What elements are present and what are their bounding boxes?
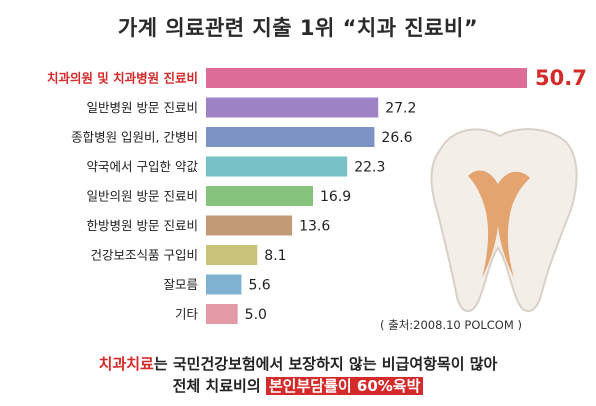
bar <box>206 274 242 295</box>
bar <box>206 156 348 177</box>
category-label: 잘모름 <box>163 277 198 292</box>
value-label: 26.6 <box>381 130 412 146</box>
footnote-prefix: 전체 치료비의 <box>172 377 266 395</box>
category-label: 종합병원 입원비, 간병비 <box>71 130 198 145</box>
chart-title: 가계 의료관련 지출 1위 “치과 진료비” <box>117 16 479 40</box>
value-label: 22.3 <box>354 160 385 176</box>
category-label: 건강보조식품 구입비 <box>91 248 198 263</box>
bar <box>206 127 375 147</box>
category-label: 한방병원 방문 진료비 <box>87 218 198 233</box>
source-note: ( 출처:2008.10 POLCOM ) <box>380 318 522 332</box>
value-label: 16.9 <box>320 189 351 205</box>
category-label: 기타 <box>175 307 199 322</box>
value-label: 5.6 <box>248 278 270 294</box>
value-label: 13.6 <box>299 219 330 235</box>
footnote-text: 는 국민건강보험에서 보장하지 않는 비급여항목이 많아 <box>153 355 498 373</box>
bar <box>206 245 258 265</box>
footnote-line-1: 치과치료는 국민건강보험에서 보장하지 않는 비급여항목이 많아 <box>0 353 596 374</box>
footnote-highlight-text: 치과치료 <box>98 355 154 373</box>
category-label: 일반의원 방문 진료비 <box>87 189 198 204</box>
category-label: 치과의원 및 치과병원 진료비 <box>47 71 198 86</box>
bar <box>206 186 313 206</box>
bar <box>206 304 238 324</box>
value-label: 50.7 <box>535 66 587 90</box>
bar <box>206 215 293 236</box>
bar-chart: 치과의원 및 치과병원 진료비 50.7 일반병원 방문 진료비 27.2 종합병원 입… <box>47 66 587 324</box>
category-label: 일반병원 방문 진료비 <box>87 100 198 115</box>
footnote-boxed-text: 본인부담률이 60%육박 <box>265 377 424 395</box>
bar <box>206 97 379 118</box>
bar <box>206 68 527 88</box>
footnote-line-2: 전체 치료비의 본인부담률이 60%육박 <box>0 375 596 396</box>
category-label: 약국에서 구입한 약값 <box>87 159 199 174</box>
value-label: 8.1 <box>264 248 286 264</box>
value-label: 5.0 <box>245 307 267 323</box>
value-label: 27.2 <box>385 101 416 117</box>
tooth-illustration <box>430 128 578 313</box>
